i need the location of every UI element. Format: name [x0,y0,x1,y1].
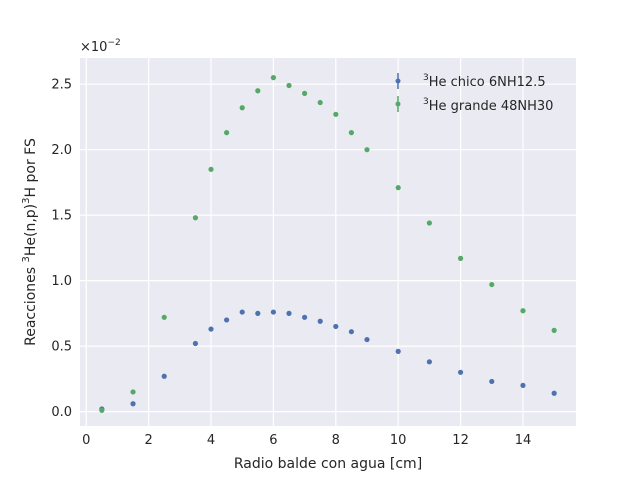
y-tick-label: 1.0 [51,274,72,289]
series-1-point [489,281,495,288]
series-0-point [255,310,261,316]
series-1-point [348,130,354,136]
x-tick-label: 6 [269,433,277,448]
series-0-point [270,309,277,315]
series-1-point [302,90,308,96]
x-tick-labels: 0 2 4 6 8 10 12 14 [82,433,531,448]
y-tick-label: 0.5 [51,340,72,355]
series-0-point [426,359,432,365]
legend: 3He chico 6NH12.5 3He grande 48NH30 [395,73,553,114]
series-1-point [520,308,526,314]
series-1-point [317,99,323,106]
series-0-point [333,323,339,330]
legend-entry-1: 3He grande 48NH30 [395,96,553,114]
series-1-point [255,88,261,94]
series-0-point [348,329,354,335]
series-1-point [426,220,432,226]
y-tick-label: 1.5 [51,209,72,224]
series-1-point [364,147,370,153]
series-1-point [270,75,277,81]
x-tick-label: 4 [207,433,215,448]
x-axis-label: Radio balde con agua [cm] [234,456,422,472]
legend-label-1: 3He grande 48NH30 [423,97,553,114]
plot-background [80,58,576,426]
y-tick-label: 2.5 [51,78,72,93]
x-tick-label: 10 [390,433,407,448]
x-tick-label: 12 [452,433,469,448]
series-0-point [489,378,495,385]
series-1-point [239,105,245,111]
data-points [99,75,557,413]
series-0-point [520,382,526,389]
series-1-point [192,215,199,221]
series-0-point [551,390,557,396]
y-axis-label: Reacciones 3He(n,p)3H por FS [21,138,39,346]
y-tick-label: 2.0 [51,143,72,158]
series-1-point [395,185,401,191]
series-1-point [224,130,230,136]
series-1-point [333,111,339,117]
x-tick-label: 0 [82,433,90,448]
x-tick-label: 8 [332,433,340,448]
series-0-point [130,401,136,407]
legend-marker-1 [395,101,401,107]
series-1-point [208,166,214,172]
series-0-point [302,314,308,320]
y-tick-labels: 0.0 0.5 1.0 1.5 2.0 2.5 [51,78,72,420]
series-0-point [286,310,292,316]
series-0-point [239,309,245,315]
series-1-point [130,389,136,395]
series-0-point [161,373,167,379]
series-0-point [364,336,370,343]
series-0-point [457,369,464,375]
legend-marker-0 [395,78,401,84]
series-0-point [208,326,214,332]
series-1-point [161,314,167,320]
x-tick-label: 2 [144,433,152,448]
y-tick-label: 0.0 [51,405,72,420]
series-0-point [317,318,323,324]
offset-text: ×10−2 [80,38,121,55]
legend-entry-0: 3He chico 6NH12.5 [395,73,546,90]
series-0-point [395,348,401,354]
series-0-point [224,317,230,323]
x-tick-label: 14 [515,433,532,448]
series-0-point [192,340,199,347]
series-1-point [286,82,292,89]
series-1-point [551,327,557,333]
series-1-point [99,407,105,413]
grid [80,58,576,426]
legend-label-0: 3He chico 6NH12.5 [423,73,546,90]
series-1-point [457,255,464,261]
